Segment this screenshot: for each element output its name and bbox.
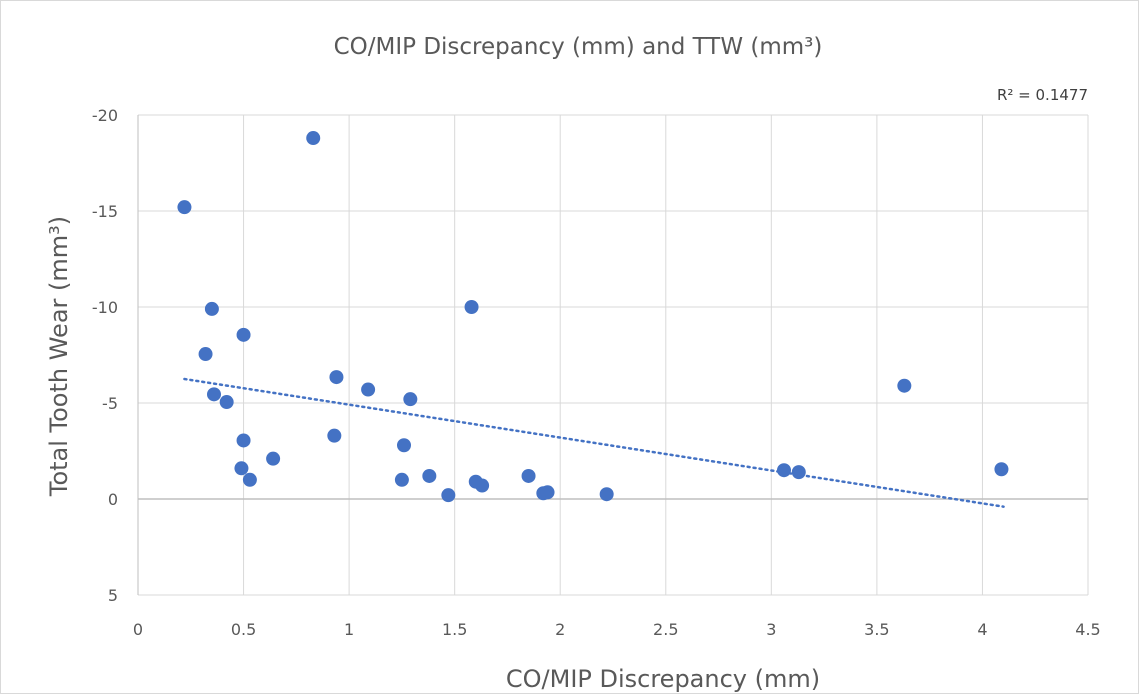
x-tick-label: 4.5 xyxy=(1075,620,1100,639)
x-tick-label: 4 xyxy=(977,620,987,639)
data-point xyxy=(236,327,251,342)
y-tick-label: 0 xyxy=(108,490,118,509)
data-point xyxy=(234,461,249,476)
y-tick-label: -20 xyxy=(92,106,118,125)
data-point xyxy=(521,468,536,483)
r-squared-label: R² = 0.1477 xyxy=(997,86,1088,104)
data-point xyxy=(403,392,418,407)
data-point xyxy=(394,472,409,487)
y-tick-label: -10 xyxy=(92,298,118,317)
data-point xyxy=(236,433,251,448)
x-axis-title: CO/MIP Discrepancy (mm) xyxy=(506,665,820,693)
x-tick-label: 1 xyxy=(344,620,354,639)
axes xyxy=(137,115,1088,595)
x-tick-label: 3 xyxy=(766,620,776,639)
gridlines xyxy=(138,114,1089,596)
x-tick-label: 2.5 xyxy=(653,620,678,639)
data-point xyxy=(897,378,912,393)
y-tick-label: 5 xyxy=(108,586,118,605)
data-point xyxy=(361,382,376,397)
data-point xyxy=(219,395,234,410)
x-tick-label: 2 xyxy=(555,620,565,639)
data-point xyxy=(791,465,806,480)
data-point xyxy=(777,463,791,478)
chart-title: CO/MIP Discrepancy (mm) and TTW (mm³) xyxy=(334,34,823,60)
data-points xyxy=(177,131,1009,503)
x-tick-label: 3.5 xyxy=(864,620,889,639)
data-point xyxy=(266,451,281,466)
trendline-group xyxy=(183,377,1005,508)
data-point xyxy=(994,462,1009,477)
data-point xyxy=(464,300,479,314)
data-point xyxy=(198,347,213,362)
data-point xyxy=(599,487,614,502)
data-point xyxy=(540,485,555,500)
x-tick-labels: 0 0.5 1 1.5 2 2.5 3 3.5 4 4.5 xyxy=(133,620,1101,639)
data-point xyxy=(475,478,490,493)
data-point xyxy=(441,488,456,503)
y-axis-title: Total Tooth Wear (mm³) xyxy=(45,216,73,497)
trendline xyxy=(183,377,1005,508)
y-tick-label: -15 xyxy=(92,202,118,221)
data-point xyxy=(327,428,342,443)
y-tick-label: -5 xyxy=(102,394,118,413)
y-tick-labels: -20 -15 -10 -5 0 5 xyxy=(92,106,118,605)
data-point xyxy=(177,200,192,215)
data-point xyxy=(306,131,321,146)
x-tick-label: 1.5 xyxy=(442,620,467,639)
data-point xyxy=(242,472,257,487)
data-point xyxy=(397,438,411,453)
x-tick-label: 0 xyxy=(133,620,143,639)
data-point xyxy=(204,301,219,316)
data-point xyxy=(329,370,344,385)
data-point xyxy=(207,387,221,402)
data-point xyxy=(422,468,437,483)
x-tick-label: 0.5 xyxy=(231,620,256,639)
